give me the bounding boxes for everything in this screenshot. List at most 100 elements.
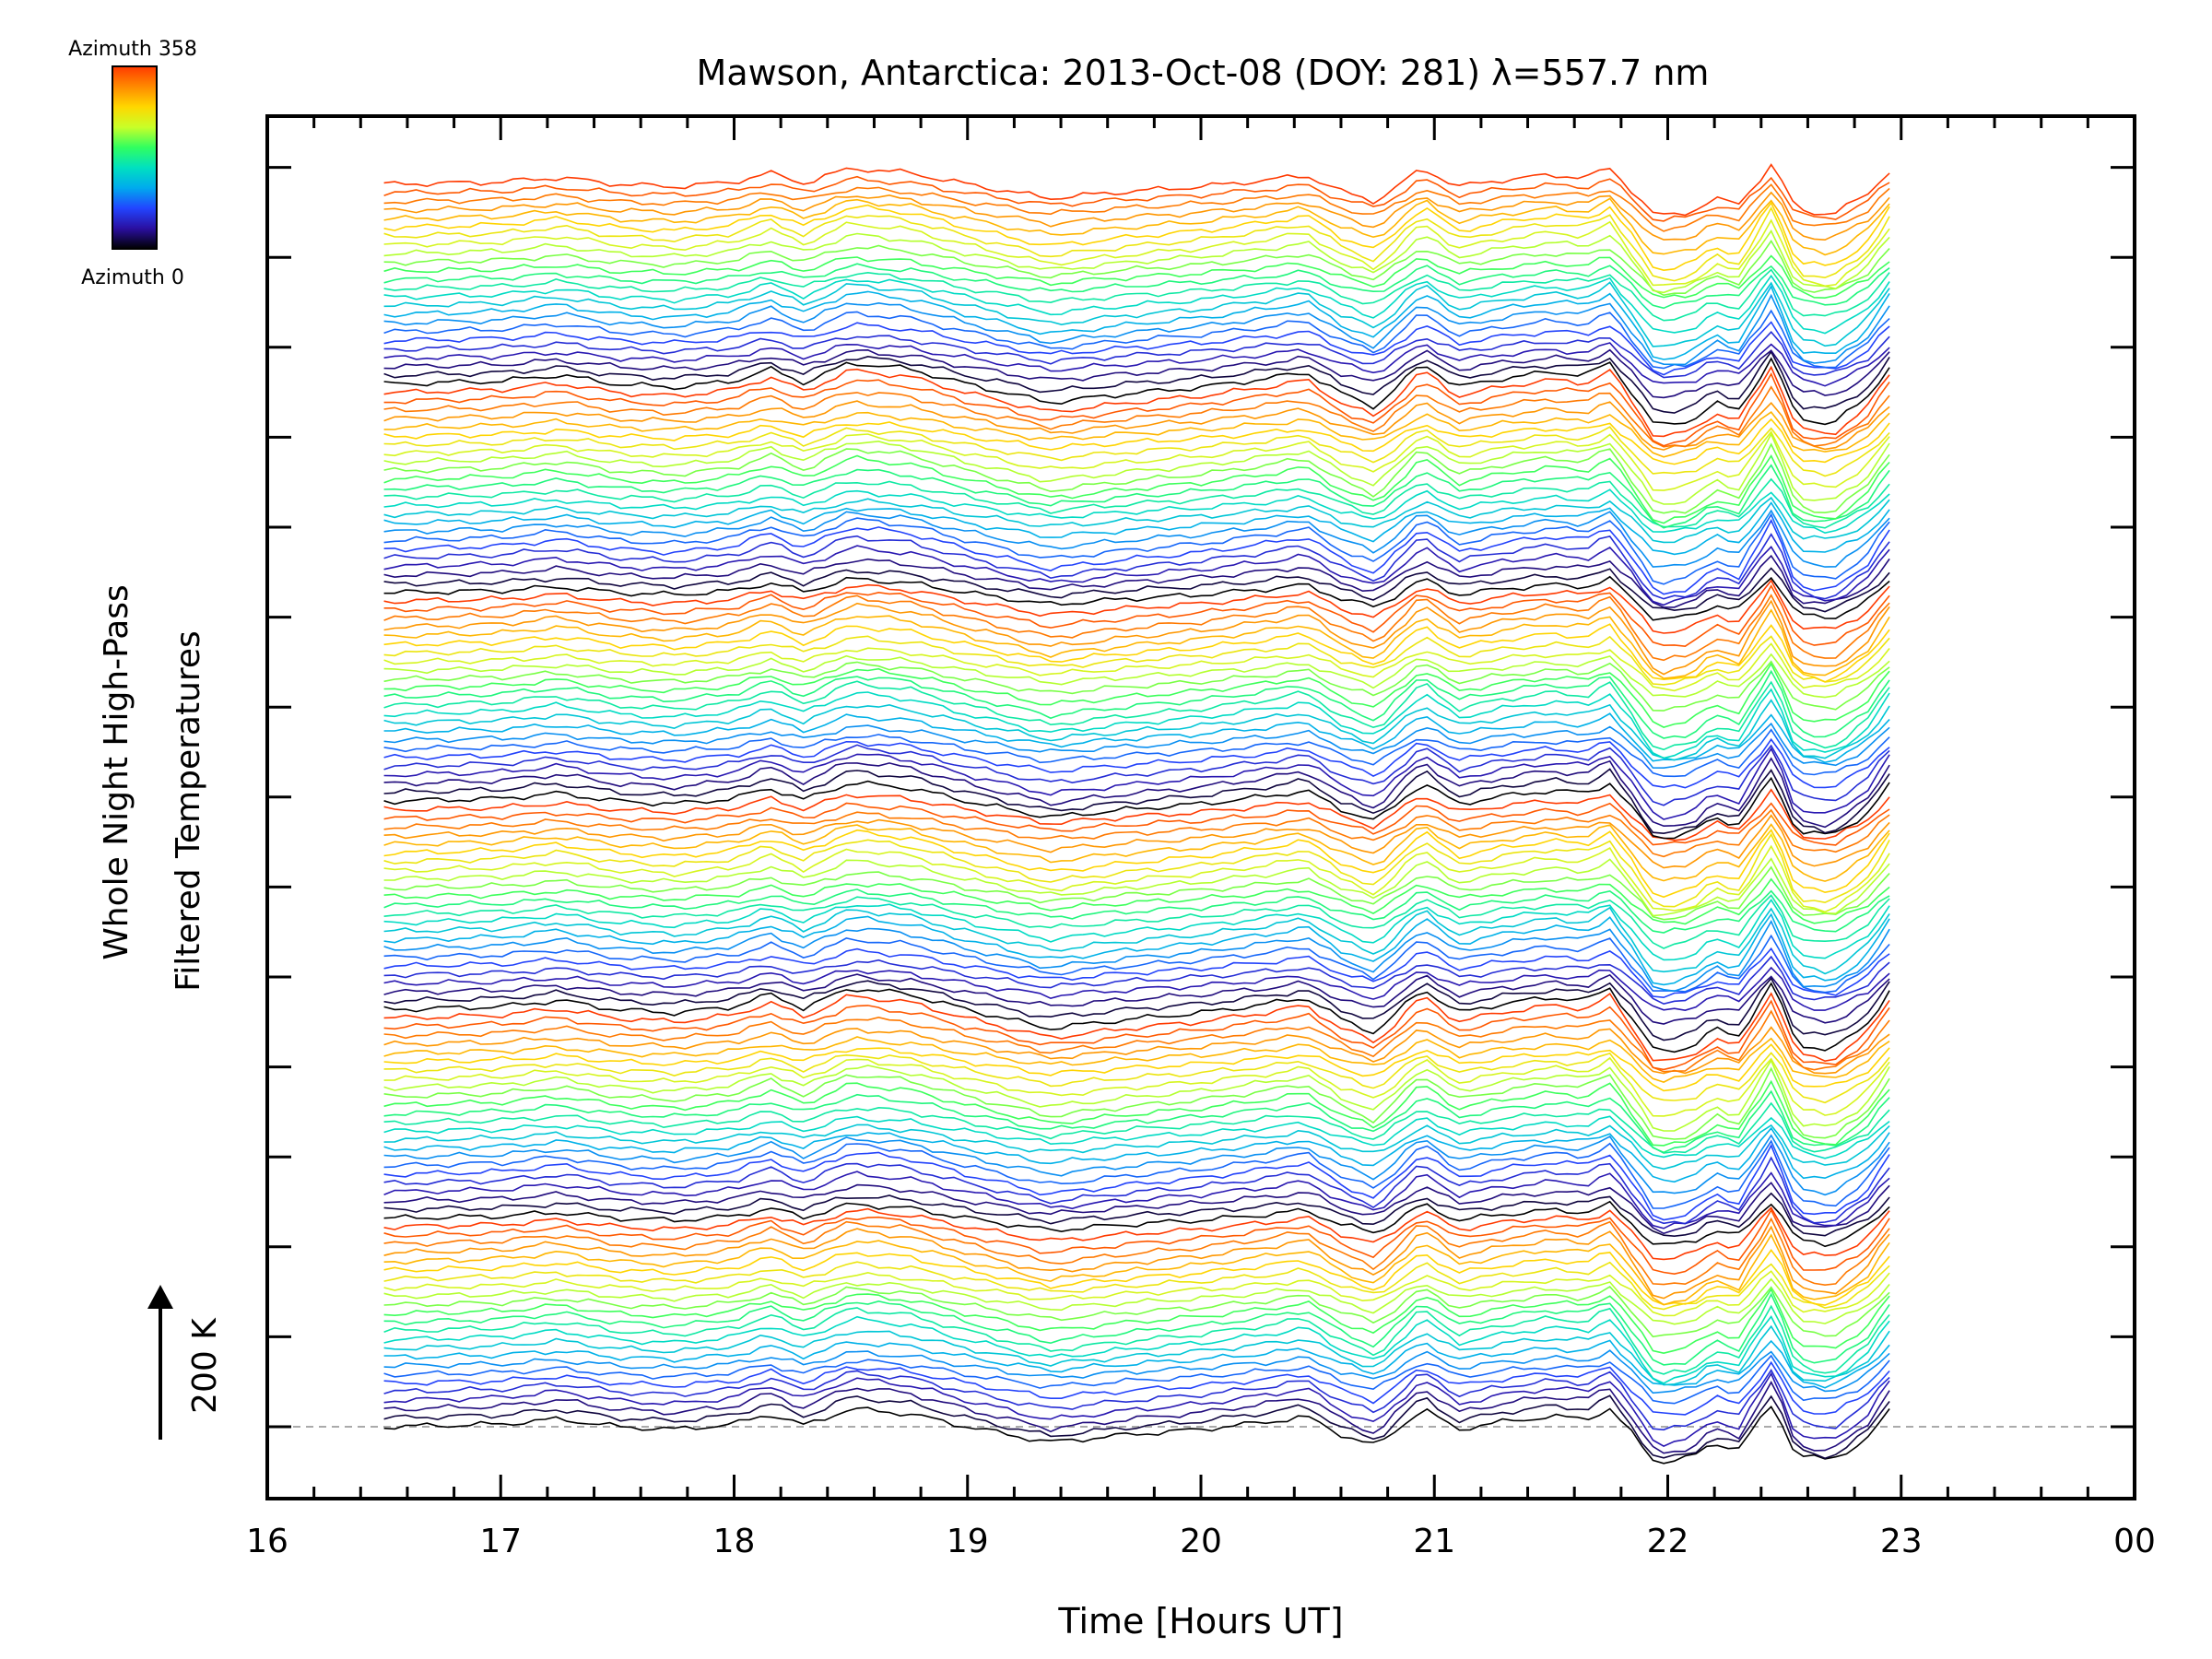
series-line	[383, 1304, 1890, 1375]
series-line	[383, 501, 1890, 556]
series-line	[383, 912, 1890, 986]
series-line	[383, 163, 1890, 217]
series-line	[383, 814, 1890, 869]
colorbar-top-label: Azimuth 358	[68, 38, 197, 61]
series-line	[383, 496, 1890, 544]
series-line	[383, 653, 1890, 699]
series-line	[383, 599, 1890, 676]
series-line	[383, 348, 1890, 399]
series-line	[383, 584, 1890, 648]
series-line	[383, 1369, 1890, 1431]
series-line	[383, 865, 1890, 921]
series-line	[383, 1115, 1890, 1159]
series-line	[383, 977, 1890, 1041]
series-line	[383, 1043, 1890, 1092]
series-line	[383, 442, 1890, 514]
series-line	[383, 832, 1890, 908]
series-line	[383, 418, 1890, 465]
x-tick-label: 19	[947, 1523, 989, 1560]
series-line	[383, 1208, 1890, 1276]
x-tick-label: 17	[479, 1523, 522, 1560]
series-line	[383, 802, 1890, 846]
series-line	[383, 1225, 1890, 1300]
series-line	[383, 400, 1890, 451]
series-group	[383, 163, 1890, 1465]
series-line	[383, 575, 1890, 621]
series-line	[383, 737, 1890, 789]
series-line	[383, 1324, 1890, 1386]
series-line	[383, 660, 1890, 712]
series-line	[383, 281, 1890, 347]
series-line	[383, 350, 1890, 414]
y-label-line-1: Whole Night High-Pass	[98, 584, 135, 960]
colorbar-gradient	[112, 65, 158, 250]
series-line	[383, 1270, 1890, 1317]
series-line	[383, 712, 1890, 764]
series-line	[383, 331, 1890, 379]
series-line	[383, 898, 1890, 961]
series-line	[383, 1156, 1890, 1225]
series-line	[383, 669, 1890, 739]
y-label-line-2: Filtered Temperatures	[170, 630, 207, 992]
series-line	[383, 1139, 1890, 1209]
series-line	[383, 1406, 1890, 1465]
series-line	[383, 453, 1890, 524]
series-line	[383, 1315, 1890, 1384]
series-line	[383, 1101, 1890, 1154]
series-line	[383, 894, 1890, 949]
series-line	[383, 906, 1890, 975]
series-line	[383, 372, 1890, 447]
series-line	[383, 1134, 1890, 1196]
series-line	[383, 284, 1890, 360]
series-line	[383, 464, 1890, 529]
scale-bar-arrow-head	[147, 1285, 173, 1309]
series-line	[383, 1192, 1890, 1238]
series-line	[383, 432, 1890, 505]
series-line	[383, 1206, 1890, 1261]
x-tick-label: 18	[713, 1523, 756, 1560]
series-line	[383, 342, 1890, 387]
series-line	[383, 430, 1890, 491]
chart-title: Mawson, Antarctica: 2013-Oct-08 (DOY: 28…	[697, 53, 1710, 93]
series-line	[383, 747, 1890, 820]
series-line	[383, 509, 1890, 568]
x-tick-label: 16	[246, 1523, 288, 1560]
series-line	[383, 1292, 1890, 1366]
series-line	[383, 1089, 1890, 1154]
ticks-group: 16 17 18 19 20 21 22 23 00	[246, 116, 2156, 1560]
series-line	[383, 699, 1890, 761]
series-line	[383, 888, 1890, 934]
series-line	[383, 680, 1890, 751]
series-line	[383, 357, 1890, 426]
series-line	[383, 1261, 1890, 1311]
series-line	[383, 728, 1890, 778]
series-line	[383, 788, 1890, 841]
colorbar-bottom-label: Azimuth 0	[81, 266, 184, 289]
series-line	[383, 966, 1890, 1012]
series-line	[383, 274, 1890, 335]
series-line	[383, 1233, 1890, 1306]
x-tick-label: 00	[2113, 1523, 2156, 1560]
series-line	[383, 175, 1890, 222]
series-line	[383, 201, 1890, 272]
series-line	[383, 1066, 1890, 1140]
series-line	[383, 776, 1890, 840]
series-line	[383, 1200, 1890, 1248]
series-line	[383, 191, 1890, 241]
x-axis-label: Time [Hours UT]	[1057, 1601, 1343, 1641]
series-line	[383, 488, 1890, 535]
series-line	[383, 823, 1890, 882]
series-line	[383, 757, 1890, 829]
y-axis-label: Whole Night High-Pass Filtered Temperatu…	[98, 584, 207, 992]
series-line	[383, 1217, 1890, 1287]
series-line	[383, 321, 1890, 376]
series-line	[383, 722, 1890, 770]
series-line	[383, 947, 1890, 999]
series-line	[383, 309, 1890, 370]
x-tick-label: 21	[1413, 1523, 1455, 1560]
series-line	[383, 934, 1890, 994]
series-line	[383, 999, 1890, 1071]
series-line	[383, 1124, 1890, 1171]
series-line	[383, 955, 1890, 1006]
